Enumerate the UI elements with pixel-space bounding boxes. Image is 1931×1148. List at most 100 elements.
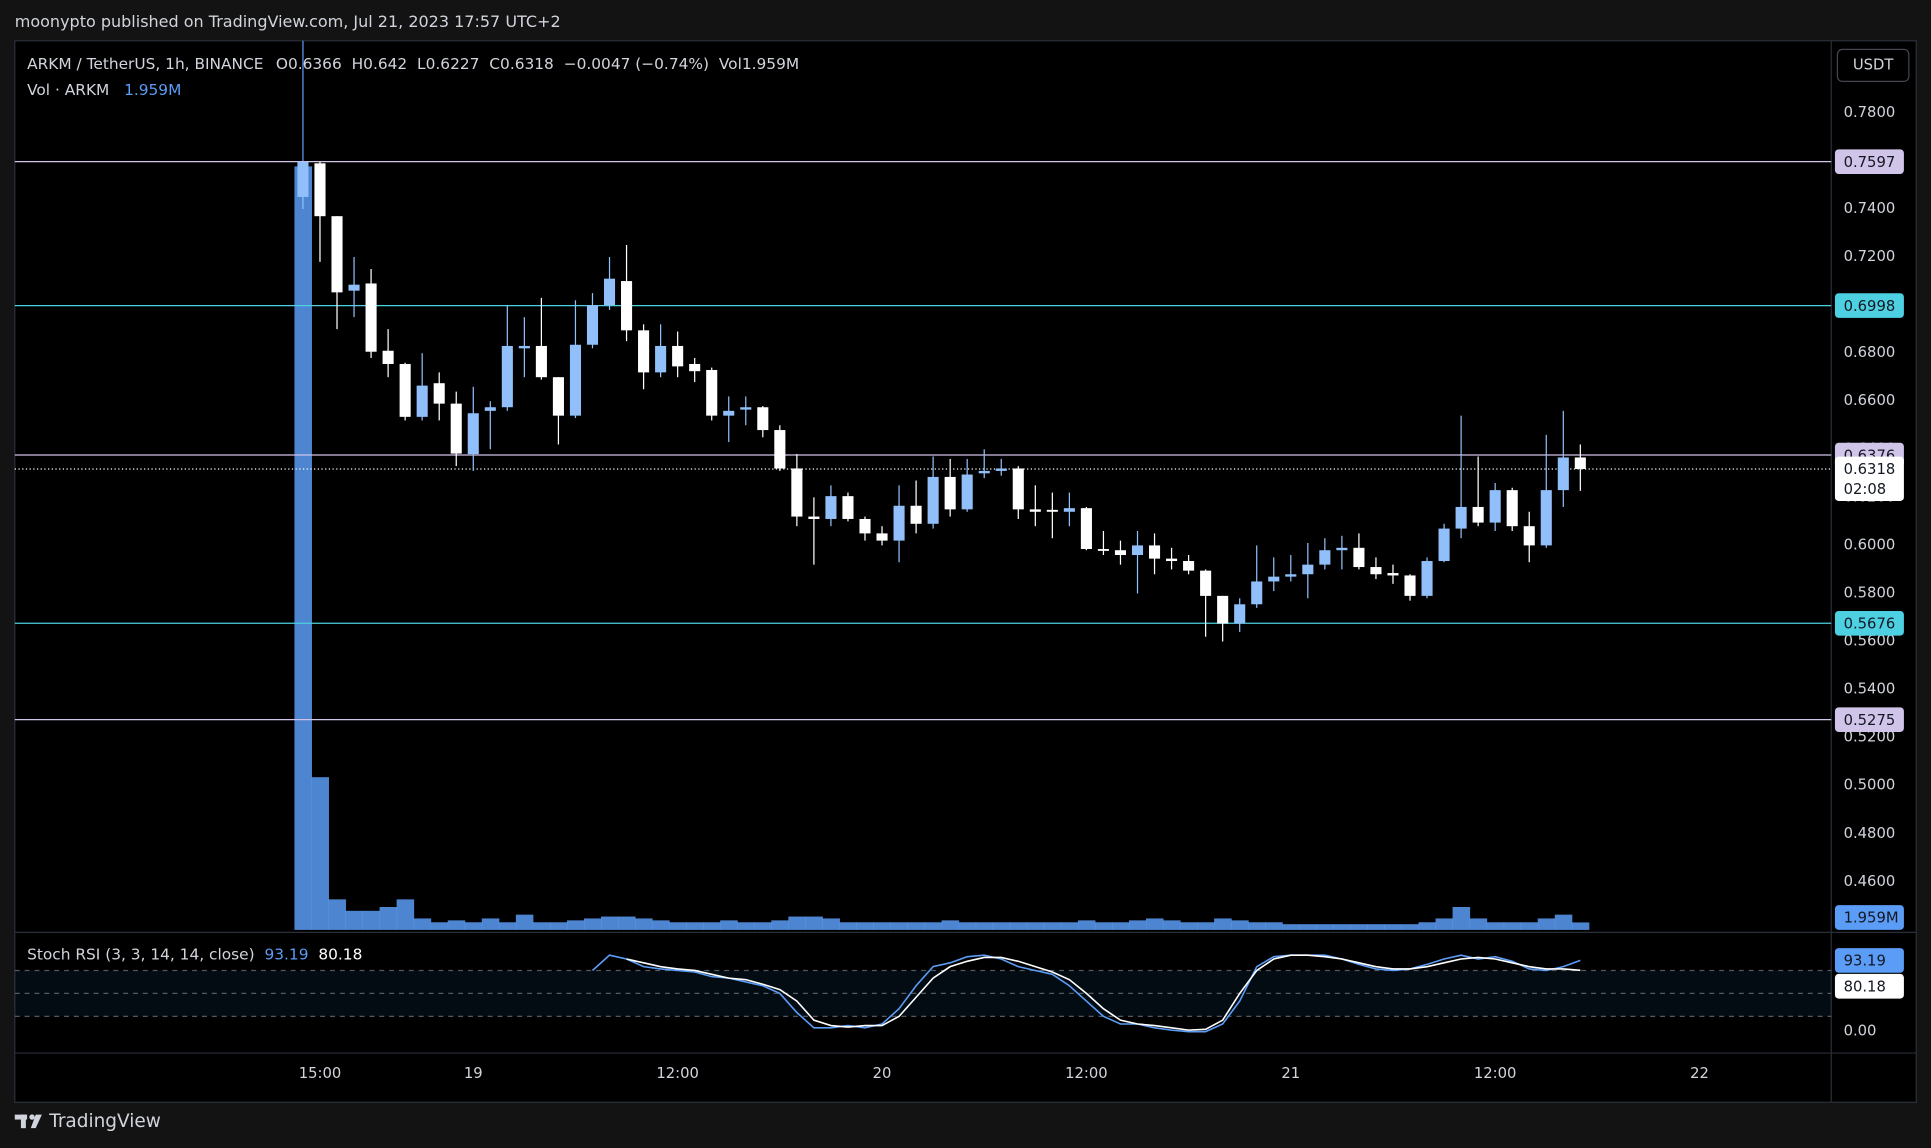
candle-body xyxy=(603,278,616,306)
volume-bar xyxy=(1214,918,1232,930)
stoch-k-value: 93.19 xyxy=(264,945,308,963)
volume-bar xyxy=(754,922,772,930)
volume-bar xyxy=(601,916,619,930)
volume-bar xyxy=(328,899,347,930)
volume-bar xyxy=(1197,922,1215,930)
volume-bar xyxy=(430,922,449,930)
volume-bar xyxy=(1537,918,1556,930)
y-tick-label: 0.5600 xyxy=(1844,633,1896,650)
candle-body xyxy=(1097,549,1109,551)
attribution: moonypto published on TradingView.com, J… xyxy=(15,12,561,31)
candle-body xyxy=(1200,570,1212,596)
volume-bar xyxy=(1333,924,1351,930)
volume-bar xyxy=(1077,920,1096,930)
currency-label[interactable]: USDT xyxy=(1853,56,1895,73)
logo-part xyxy=(20,1114,26,1129)
volume-bar xyxy=(1060,922,1079,930)
legend-key: H xyxy=(352,55,364,73)
volume-bar xyxy=(1231,920,1249,930)
candle-body xyxy=(961,474,973,510)
volume-bar xyxy=(532,922,551,930)
price-tag-label: 0.5676 xyxy=(1844,616,1896,633)
volume-bar xyxy=(1265,922,1283,930)
price-tag xyxy=(1834,293,1904,318)
legend-key: L xyxy=(417,55,426,73)
candle-body xyxy=(1506,490,1518,527)
volume-bar xyxy=(294,166,312,930)
candle-body xyxy=(1523,526,1535,546)
candle-body xyxy=(416,385,428,417)
candle-body xyxy=(1131,545,1144,556)
stoch-title: Stoch RSI (3, 3, 14, 14, close) xyxy=(27,945,255,963)
volume-bar xyxy=(924,922,943,930)
candle-body xyxy=(927,476,939,524)
candle-body xyxy=(331,216,343,293)
candle-body xyxy=(893,505,905,541)
candle-body xyxy=(1574,457,1586,469)
price-tag xyxy=(1834,149,1904,174)
volume-bar xyxy=(788,916,806,930)
last-price-label: 0.6318 xyxy=(1844,461,1896,478)
volume-bar xyxy=(1094,922,1113,930)
candle-body xyxy=(1217,595,1229,624)
candle-body xyxy=(1319,550,1331,565)
candle-body xyxy=(1251,581,1263,605)
candle-body xyxy=(518,345,530,349)
candle-body xyxy=(791,468,803,517)
y-tick-label: 0.6000 xyxy=(1844,536,1896,553)
volume-bar xyxy=(379,906,398,930)
candle-body xyxy=(1472,506,1484,523)
candle-body xyxy=(1302,564,1314,575)
volume-bar xyxy=(1043,922,1062,930)
volume-bar xyxy=(958,922,977,930)
volume-bar xyxy=(447,920,466,930)
candle-body xyxy=(467,413,479,455)
volume-legend: Vol · ARKM 1.959M xyxy=(27,81,181,99)
legend-change: −0.0047 (−0.74%) xyxy=(564,55,709,73)
candle-body xyxy=(774,430,786,469)
candle-body xyxy=(672,345,684,367)
price-tag xyxy=(1834,707,1904,732)
x-tick-label: 22 xyxy=(1690,1065,1709,1082)
candle-body xyxy=(757,407,769,431)
volume-bar xyxy=(992,922,1011,930)
candle-body xyxy=(569,344,581,416)
stoch-legend: Stoch RSI (3, 3, 14, 14, close) 93.19 80.1… xyxy=(27,945,362,963)
candle-body xyxy=(297,161,309,197)
candle-body xyxy=(501,345,513,408)
axis-layer: 0.4600 0.4800 0.5000 0.5200 0.5400 0.5600 0.58… xyxy=(299,104,1896,1082)
volume-bar xyxy=(1009,922,1028,930)
candle-body xyxy=(1455,506,1467,529)
currency-button[interactable] xyxy=(1836,48,1910,83)
volume-bar xyxy=(1469,918,1488,930)
stoch-tag-label: 80.18 xyxy=(1844,978,1886,995)
y-tick-label: 0.4600 xyxy=(1844,873,1896,890)
candle-body xyxy=(842,496,854,519)
volume-value: 1.959M xyxy=(124,81,181,99)
legend-value: 0.6318 xyxy=(500,55,554,73)
x-tick-label: 12:00 xyxy=(1065,1065,1108,1082)
legend-value: 0.6227 xyxy=(426,55,480,73)
candle-body xyxy=(484,407,496,411)
volume-bar xyxy=(464,922,483,930)
stoch-tag xyxy=(1834,973,1904,999)
volume-bar xyxy=(583,918,602,930)
logo-part xyxy=(29,1114,35,1120)
y-tick-label: 0.5800 xyxy=(1844,584,1896,601)
volume-bar xyxy=(396,899,415,930)
volume-bar xyxy=(1316,924,1334,930)
volume-bar xyxy=(1111,922,1130,930)
volume-bar xyxy=(1418,922,1437,930)
volume-bar xyxy=(1026,922,1045,930)
brand: TradingView xyxy=(48,1111,161,1132)
candle-body xyxy=(1234,604,1246,624)
candle-body xyxy=(1489,490,1501,523)
legend-key: O xyxy=(276,55,288,73)
volume-bar xyxy=(1503,922,1522,930)
x-tick-label: 21 xyxy=(1281,1065,1300,1082)
volume-bar xyxy=(941,920,960,930)
volume-bar xyxy=(1571,922,1590,930)
volume-bar xyxy=(566,920,585,930)
candle-body xyxy=(689,363,701,372)
